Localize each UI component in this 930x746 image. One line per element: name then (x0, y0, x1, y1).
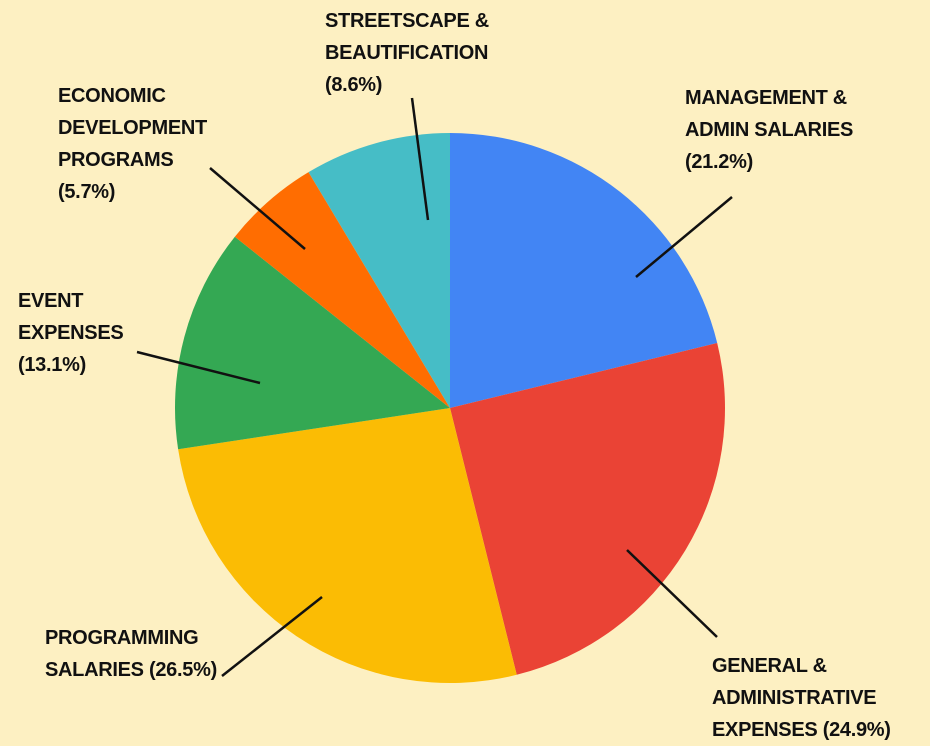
leader-line (626, 549, 718, 638)
category-label: MANAGEMENT & ADMIN SALARIES (685, 87, 854, 141)
slice-label: ECONOMIC DEVELOPMENT PROGRAMS (5.7%) (58, 80, 233, 208)
pie-slice (175, 236, 450, 450)
slice-label: STREETSCAPE & BEAUTIFICATION (8.6%) (325, 5, 515, 101)
value-label: (21.2%) (685, 151, 753, 173)
leader-line (221, 596, 323, 677)
category-label: STREETSCAPE & BEAUTIFICATION (325, 10, 489, 64)
value-label: (8.6%) (325, 74, 383, 96)
value-label: (24.9%) (822, 719, 891, 741)
leader-line (635, 196, 733, 278)
pie-slice (178, 408, 517, 683)
pie-slice (450, 342, 726, 675)
pie-slice (450, 133, 718, 408)
slice-label: GENERAL & ADMINISTRATIVE EXPENSES (24.9%… (712, 650, 927, 746)
category-label: PROGRAMMING SALARIES (45, 627, 199, 681)
slice-label: PROGRAMMING SALARIES (26.5%) (45, 622, 220, 686)
leader-line (136, 350, 261, 385)
leader-line (410, 97, 430, 221)
value-label: (13.1%) (18, 354, 86, 376)
category-label: GENERAL & ADMINISTRATIVE EXPENSES (712, 655, 877, 741)
pie-slice (308, 133, 450, 408)
category-label: EVENT EXPENSES (18, 290, 124, 344)
leader-line (209, 167, 306, 250)
slice-label: EVENT EXPENSES (13.1%) (18, 285, 158, 381)
slice-label: MANAGEMENT & ADMIN SALARIES (21.2%) (685, 82, 885, 178)
value-label: (26.5%) (149, 659, 217, 681)
pie-slice (234, 172, 450, 408)
category-label: ECONOMIC DEVELOPMENT PROGRAMS (58, 85, 207, 171)
value-label: (5.7%) (58, 181, 116, 203)
